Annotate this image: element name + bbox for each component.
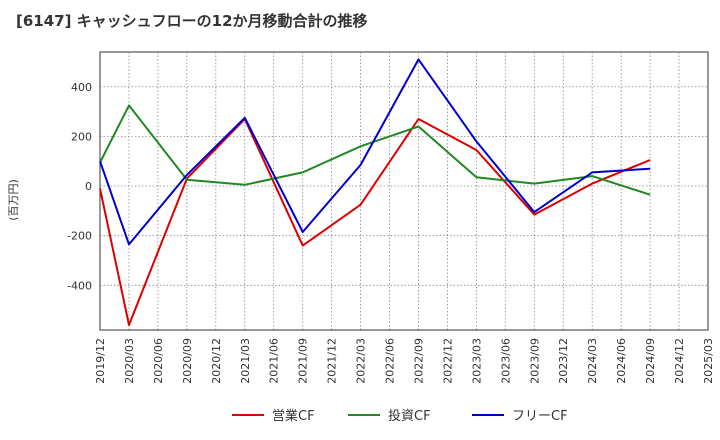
- x-tick-label: 2021/06: [268, 338, 281, 384]
- x-tick-label: 2024/12: [673, 338, 686, 384]
- x-tick-label: 2023/12: [557, 338, 570, 384]
- legend-label: 営業CF: [272, 408, 315, 424]
- plot-border: [99, 51, 709, 331]
- x-tick-label: 2024/06: [615, 338, 628, 384]
- x-tick-label: 2021/12: [326, 338, 339, 384]
- x-tick-label: 2024/03: [586, 338, 599, 384]
- series-layer: [99, 58, 651, 326]
- series-line: [99, 118, 651, 326]
- y-axis-ticks: -400 -200 0 200 400: [67, 81, 92, 293]
- plot-frame: [99, 51, 709, 331]
- y-tick-label: 200: [71, 130, 92, 143]
- x-tick-label: 2025/03: [702, 338, 715, 384]
- x-tick-label: 2023/03: [470, 338, 483, 384]
- y-tick-label: -200: [67, 230, 92, 243]
- x-tick-label: 2020/09: [181, 338, 194, 384]
- x-tick-label: 2022/03: [355, 338, 368, 384]
- x-tick-label: 2019/12: [94, 338, 107, 384]
- legend-label: フリーCF: [512, 409, 568, 424]
- x-tick-label: 2020/06: [152, 338, 165, 384]
- x-tick-label: 2020/12: [210, 338, 223, 384]
- y-tick-label: -400: [67, 279, 92, 292]
- x-tick-label: 2023/06: [499, 338, 512, 384]
- chart-title: [6147] キャッシュフローの12か月移動合計の推移: [16, 12, 368, 30]
- x-tick-label: 2020/03: [123, 338, 136, 384]
- legend: 営業CF 投資CF フリーCF: [232, 408, 568, 424]
- x-axis-ticks: 2019/12 2020/03 2020/06 2020/09 2020/12 2021/…: [94, 338, 715, 384]
- x-tick-label: 2021/03: [239, 338, 252, 384]
- y-axis-label: (百万円): [7, 179, 20, 221]
- grid-layer: [99, 52, 709, 330]
- x-tick-label: 2023/09: [528, 338, 541, 384]
- y-tick-label: 400: [71, 81, 92, 94]
- x-tick-label: 2022/12: [441, 338, 454, 384]
- legend-label: 投資CF: [388, 408, 431, 424]
- x-tick-label: 2022/09: [412, 338, 425, 384]
- series-line: [99, 104, 651, 196]
- x-tick-label: 2022/06: [384, 338, 397, 384]
- series-line: [99, 58, 651, 246]
- x-tick-label: 2024/09: [644, 338, 657, 384]
- x-tick-label: 2021/09: [297, 338, 310, 384]
- y-tick-label: 0: [85, 180, 92, 193]
